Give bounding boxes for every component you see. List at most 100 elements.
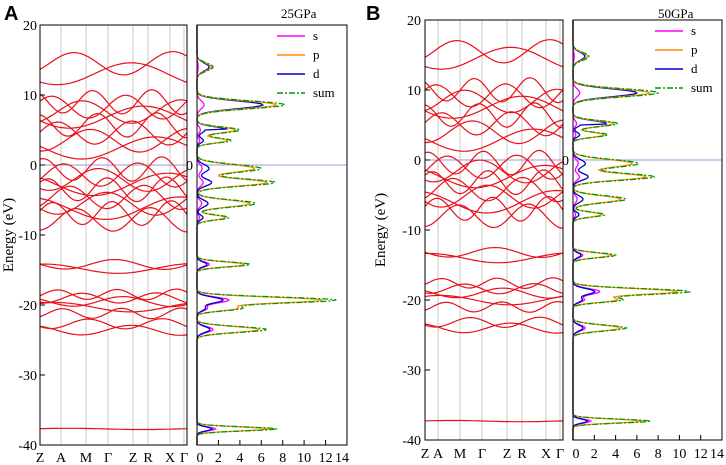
panel-b-dos-d-curve [572, 20, 639, 440]
panel-a-band-line [39, 136, 188, 160]
panel-b-band-line [424, 128, 564, 152]
panel-b-kpoint-label: Z [503, 447, 512, 462]
panel-a-label: A [4, 3, 18, 25]
panel-a-band-frame [39, 24, 188, 446]
panel-b-band-line [424, 287, 564, 299]
panel-b-legend-p: p [691, 42, 698, 57]
panel-b-kpoint-gridlines [437, 20, 561, 440]
panel-b-y-ticks: 20 10 0 -10 -20 -30 -40 [402, 14, 430, 449]
panel-b-kpoint-label: A [433, 447, 444, 462]
panel-a-ytick-label: -40 [18, 439, 37, 454]
panel-a-legend-sum: sum [313, 85, 335, 100]
panel-b-dos-plot: 0 0 2 4 6 8 10 12 14 50GPa [562, 6, 724, 462]
panel-b-kpoint-label: X [541, 447, 551, 462]
panel-b-kpoint-label: M [454, 447, 467, 462]
panel-b-ytick-label: 10 [407, 84, 421, 99]
panel-a-band-line [39, 156, 188, 182]
panel-b-band-plot: 20 10 0 -10 -20 -30 -40 Energy (eV) Z A … [373, 14, 564, 462]
panel-a-band-lines [39, 51, 188, 431]
panel-b-band-line [424, 46, 564, 70]
panel-a-dos-plot: 0 0 2 4 6 8 10 12 14 25GPa [186, 6, 349, 465]
panel-b-band-line [424, 88, 564, 114]
panel-a-band-line [39, 120, 188, 146]
panel-b-band-line [424, 164, 564, 189]
panel-a-y-ticks: 20 10 0 -10 -20 -30 -40 [18, 19, 45, 454]
panel-a-band-plot: 20 10 0 -10 -20 -30 -40 Energy (eV) Z A … [1, 19, 188, 465]
panel-a-kpoint-labels: Z A M Γ Z R X Γ [36, 451, 188, 465]
panel-b-kpoint-labels: Z A M Γ Z R X Γ [421, 447, 564, 462]
panel-a-kpoint-label: Z [129, 451, 138, 465]
panel-a-band-line [39, 206, 188, 233]
panel-a-kpoint-label: A [56, 451, 67, 465]
panel-b-band-line [424, 169, 564, 195]
panel-a-kpoint-label: Γ [104, 451, 112, 465]
panel-a-kpoint-label: R [143, 451, 153, 465]
panel-a-legend: s p d sum [277, 28, 335, 100]
panel-b-band-line [424, 247, 564, 258]
panel-a-kpoint-label: X [165, 451, 175, 465]
panel-a-band-line [39, 99, 188, 124]
panel-b-band-frame [424, 19, 564, 441]
panel-b-legend-s: s [691, 23, 696, 38]
panel-b-label: B [366, 3, 380, 25]
panel-b-band-line [424, 159, 564, 184]
panel-a-band-line [39, 196, 188, 220]
panel-a-dos-xtick-label: 8 [279, 451, 286, 465]
panel-a-dos-xtick-label: 6 [258, 451, 265, 465]
panel-a-band-line [39, 184, 188, 210]
panel-b-ytick-label: -40 [402, 434, 421, 449]
panel-a-dos-xtick-label: 10 [297, 451, 311, 465]
panel-a-band-line [39, 191, 188, 216]
panel-b-dos-curves [572, 20, 692, 440]
panel-b-ytick-label: 0 [414, 154, 421, 169]
panel-a-band-line [39, 288, 188, 301]
panel-b-ytick-label: -10 [402, 224, 421, 239]
panel-a-band-line [39, 200, 188, 226]
panel-a-ytick-label: -20 [18, 299, 37, 314]
panel-b-y-axis-label: Energy (eV) [373, 193, 389, 267]
panel-a-band-line [39, 168, 188, 192]
panel-a-kpoint-label: Γ [180, 451, 188, 465]
panel-b-dos-sum-curve [572, 20, 692, 440]
panel-b-kpoint-label: Γ [556, 447, 564, 462]
panel-b-band-line [424, 294, 564, 306]
panel-a-dos-xtick-label: 2 [215, 451, 222, 465]
panel-a-ytick-label: 0 [30, 159, 37, 174]
panel-b-pressure-label: 50GPa [658, 6, 694, 21]
panel-b-band-lines [424, 39, 564, 423]
panel-b-fermi-label: 0 [562, 154, 569, 169]
panel-a-band-line [39, 112, 188, 139]
panel-a-dos-xtick-label: 12 [319, 451, 333, 465]
panel-a-band-line [39, 295, 188, 308]
panel-a-fermi-label: 0 [186, 159, 193, 174]
panel-a-dos-x-ticks: 0 2 4 6 8 10 12 14 [197, 440, 349, 465]
panel-b-kpoint-label: Z [421, 447, 430, 462]
panel-a-band-line [39, 427, 188, 431]
panel-b-legend-d: d [691, 61, 698, 76]
panel-b-ytick-label: -20 [402, 294, 421, 309]
panel-b-band-line [424, 277, 564, 289]
panel-a-y-axis-label: Energy (eV) [1, 198, 17, 272]
panel-b-band-line [424, 177, 564, 203]
panel-b-band-line [424, 154, 564, 180]
panel-b-band-line [425, 252, 564, 264]
panel-b-dos-frame [572, 19, 723, 441]
panel-b-band-line [424, 83, 564, 109]
panel-b-dos-xtick-label: 2 [591, 447, 598, 462]
panel-a: A 20 10 0 -10 -20 -30 -40 Energy (eV) [1, 3, 349, 465]
panel-b-band-line [424, 184, 564, 209]
panel-a-legend-p: p [313, 47, 320, 62]
panel-a-dos-d-curve [196, 25, 265, 445]
panel-a-band-line [39, 105, 188, 129]
panel-b-dos-xtick-label: 14 [710, 447, 724, 462]
panel-a-ytick-label: -30 [18, 369, 37, 384]
panel-a-kpoint-gridlines [60, 25, 185, 445]
panel-b-band-line [424, 195, 564, 222]
panel-a-kpoint-label: Z [36, 451, 45, 465]
panel-b-band-line [424, 316, 564, 329]
panel-a-ytick-label: 10 [23, 89, 37, 104]
panel-b-band-line [424, 149, 564, 176]
panel-a-ytick-label: 20 [23, 19, 37, 34]
panel-b-dos-xtick-label: 12 [694, 447, 708, 462]
